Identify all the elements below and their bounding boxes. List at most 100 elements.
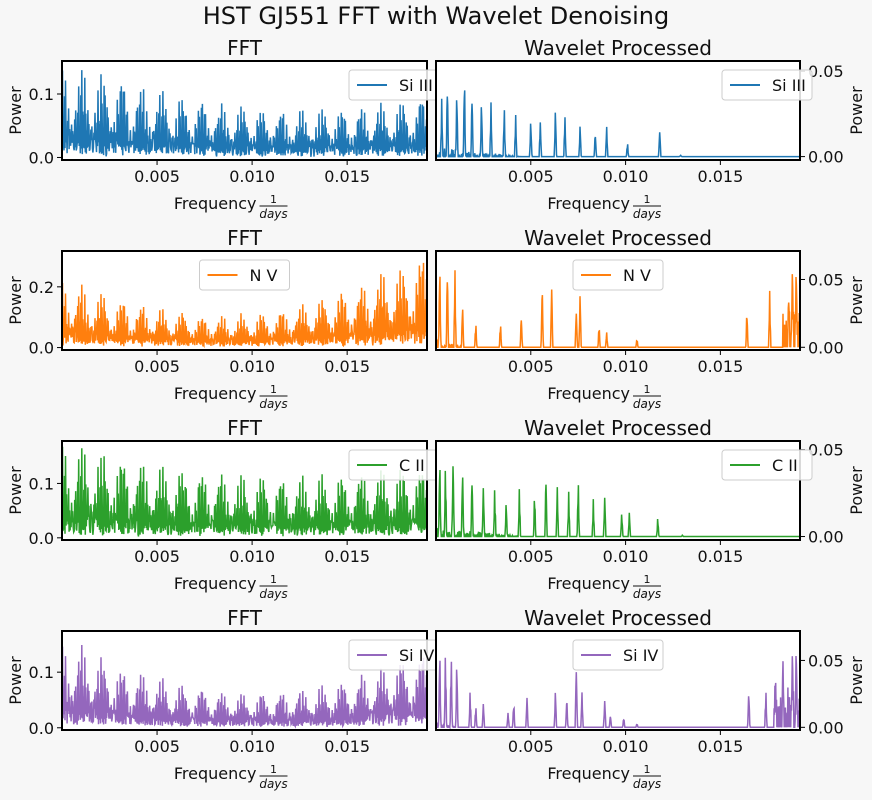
x-tick-label: 0.010 bbox=[229, 737, 275, 756]
x-tick-label: 0.015 bbox=[324, 357, 370, 376]
x-axis-label-denominator: days bbox=[259, 397, 287, 411]
y-tick-label: 0.00 bbox=[808, 148, 844, 167]
series-line-si-iii bbox=[62, 70, 427, 157]
y-axis-label: Power bbox=[6, 656, 25, 705]
legend: Si IV bbox=[572, 639, 664, 671]
legend: Si III bbox=[348, 69, 440, 101]
legend-label: Si IV bbox=[623, 646, 658, 665]
y-axis-label: Power bbox=[847, 656, 866, 705]
x-axis-label-numerator: 1 bbox=[270, 763, 277, 776]
x-axis-label-numerator: 1 bbox=[644, 763, 651, 776]
y-tick-label: 0.05 bbox=[808, 651, 844, 670]
x-axis-label-numerator: 1 bbox=[644, 193, 651, 206]
plot-frame bbox=[61, 250, 428, 351]
x-tick-label: 0.010 bbox=[603, 167, 649, 186]
legend: Si IV bbox=[348, 639, 440, 671]
x-axis-label-numerator: 1 bbox=[644, 573, 651, 586]
legend-label: Si III bbox=[399, 76, 433, 95]
y-tick-label: 0.0 bbox=[29, 148, 54, 167]
legend: C II bbox=[721, 449, 813, 481]
series-line-n-v bbox=[436, 270, 800, 349]
x-tick-label: 0.015 bbox=[324, 547, 370, 566]
x-tick-label: 0.005 bbox=[134, 547, 180, 566]
x-tick-label: 0.005 bbox=[134, 357, 180, 376]
y-tick-label: 0.00 bbox=[808, 718, 844, 737]
plot-frame bbox=[435, 440, 801, 541]
plot-frame bbox=[435, 630, 801, 731]
x-axis-label-denominator: days bbox=[259, 777, 287, 791]
x-tick-label: 0.005 bbox=[134, 167, 180, 186]
x-axis-label-text: Frequency bbox=[174, 194, 257, 213]
subplot-title: FFT bbox=[227, 36, 263, 60]
x-tick-label: 0.005 bbox=[508, 737, 554, 756]
subplot-title: Wavelet Processed bbox=[524, 226, 712, 250]
x-axis-label-numerator: 1 bbox=[270, 193, 277, 206]
x-tick-label: 0.015 bbox=[697, 737, 743, 756]
x-tick-label: 0.015 bbox=[324, 737, 370, 756]
figure-title: HST GJ551 FFT with Wavelet Denoising bbox=[202, 2, 670, 30]
series-line-si-iii bbox=[436, 90, 800, 159]
x-tick-label: 0.010 bbox=[229, 357, 275, 376]
series-line-c-ii bbox=[436, 466, 800, 538]
x-axis-label-numerator: 1 bbox=[270, 383, 277, 396]
x-tick-label: 0.015 bbox=[697, 547, 743, 566]
series-line-n-v bbox=[62, 262, 427, 349]
x-tick-label: 0.015 bbox=[697, 357, 743, 376]
legend-label: N V bbox=[623, 266, 651, 285]
y-tick-label: 0.00 bbox=[808, 528, 844, 547]
y-tick-label: 0.2 bbox=[29, 278, 54, 297]
y-axis-label: Power bbox=[6, 466, 25, 515]
subplot-8: Wavelet Processed 0.005 0.010 0.015 0.00 0.05… bbox=[435, 606, 866, 791]
x-tick-label: 0.005 bbox=[508, 357, 554, 376]
x-axis-label-text: Frequency bbox=[547, 764, 630, 783]
x-tick-label: 0.010 bbox=[229, 167, 275, 186]
y-tick-label: 0.1 bbox=[29, 85, 54, 104]
y-axis-label: Power bbox=[847, 276, 866, 325]
x-tick-label: 0.015 bbox=[697, 167, 743, 186]
plot-frame bbox=[61, 440, 428, 541]
x-axis-label-denominator: days bbox=[259, 587, 287, 601]
x-tick-label: 0.010 bbox=[603, 737, 649, 756]
x-tick-label: 0.005 bbox=[508, 167, 554, 186]
plot-frame bbox=[435, 250, 801, 351]
subplot-title: FFT bbox=[227, 226, 263, 250]
legend-label: C II bbox=[772, 456, 798, 475]
x-tick-label: 0.010 bbox=[229, 547, 275, 566]
x-axis-label-numerator: 1 bbox=[644, 383, 651, 396]
subplot-title: FFT bbox=[227, 606, 263, 630]
x-axis-label-denominator: days bbox=[633, 777, 661, 791]
y-tick-label: 0.1 bbox=[29, 663, 54, 682]
x-axis-label-text: Frequency bbox=[174, 764, 257, 783]
x-axis-label-denominator: days bbox=[259, 207, 287, 221]
x-tick-label: 0.015 bbox=[324, 167, 370, 186]
legend: N V bbox=[572, 259, 664, 291]
series-line-si-iv bbox=[436, 655, 800, 730]
legend-box bbox=[572, 639, 664, 671]
x-axis-label-text: Frequency bbox=[174, 384, 257, 403]
subplot-4: Wavelet Processed 0.005 0.010 0.015 0.00 0.05… bbox=[435, 226, 866, 411]
x-axis-label-text: Frequency bbox=[547, 384, 630, 403]
x-tick-label: 0.005 bbox=[134, 737, 180, 756]
x-axis-label-text: Frequency bbox=[547, 194, 630, 213]
y-axis-label: Power bbox=[6, 86, 25, 135]
x-tick-label: 0.010 bbox=[603, 547, 649, 566]
x-axis-label-text: Frequency bbox=[547, 574, 630, 593]
y-tick-label: 0.1 bbox=[29, 474, 54, 493]
legend-label: Si IV bbox=[399, 646, 434, 665]
y-tick-label: 0.0 bbox=[29, 339, 54, 358]
x-axis-label-text: Frequency bbox=[174, 574, 257, 593]
y-tick-label: 0.00 bbox=[808, 338, 844, 357]
y-tick-label: 0.0 bbox=[29, 529, 54, 548]
legend-box bbox=[721, 69, 813, 101]
